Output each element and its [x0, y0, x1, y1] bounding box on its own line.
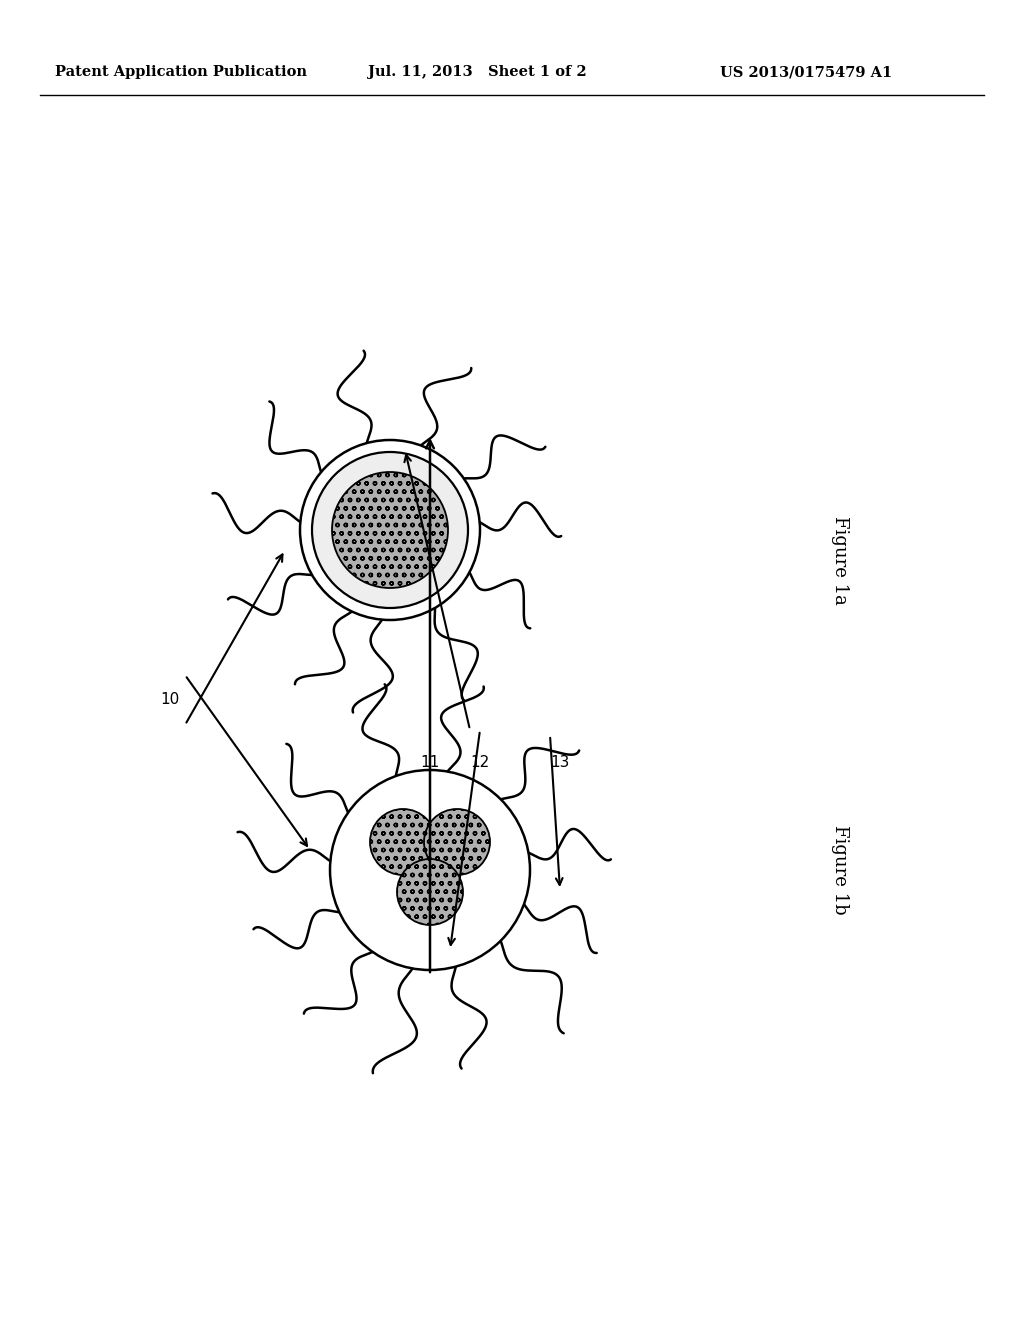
Text: 13: 13 [550, 755, 569, 770]
Circle shape [370, 809, 436, 875]
Circle shape [330, 770, 530, 970]
Text: 10: 10 [161, 693, 179, 708]
Text: 12: 12 [470, 755, 489, 770]
Text: Jul. 11, 2013   Sheet 1 of 2: Jul. 11, 2013 Sheet 1 of 2 [368, 65, 587, 79]
Circle shape [332, 473, 449, 587]
Circle shape [300, 440, 480, 620]
Text: Figure 1a: Figure 1a [831, 516, 849, 605]
Text: 11: 11 [421, 755, 439, 770]
Circle shape [397, 859, 463, 925]
Circle shape [424, 809, 490, 875]
Circle shape [312, 451, 468, 609]
Text: Figure 1b: Figure 1b [831, 825, 849, 915]
Text: Patent Application Publication: Patent Application Publication [55, 65, 307, 79]
Text: US 2013/0175479 A1: US 2013/0175479 A1 [720, 65, 892, 79]
